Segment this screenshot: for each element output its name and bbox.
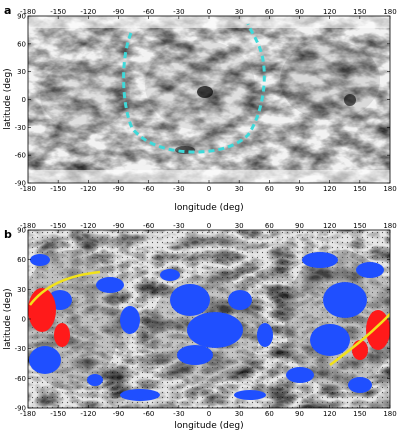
x-tick-label-top: 30	[235, 222, 244, 230]
x-tick-label-bottom: -90	[113, 410, 124, 418]
x-tick-label-bottom: -60	[143, 185, 154, 193]
y-tick-label: -30	[15, 345, 26, 353]
x-tick-label-top: 90	[295, 8, 304, 16]
x-tick-label-bottom: 60	[265, 410, 274, 418]
y-tick-label: 30	[17, 286, 26, 294]
x-tick-label-top: 60	[265, 8, 274, 16]
basin-outline	[122, 23, 266, 154]
x-tick-label-bottom: -90	[113, 185, 124, 193]
panel-a-map	[28, 16, 390, 183]
x-tick-label-bottom: 90	[295, 410, 304, 418]
y-tick-label: 90	[17, 13, 26, 21]
panel-b-label: b	[4, 228, 12, 241]
x-tick-label-bottom: 60	[265, 185, 274, 193]
x-tick-label-top: 180	[383, 222, 396, 230]
x-tick-label-top: 120	[323, 222, 336, 230]
y-tick-label: 0	[22, 96, 26, 104]
x-tick-label-top: -30	[173, 8, 184, 16]
x-tick-label-top: -150	[50, 222, 66, 230]
x-tick-label-top: -120	[80, 222, 96, 230]
x-tick-label-bottom: 120	[323, 410, 336, 418]
x-tick-label-bottom: -60	[143, 410, 154, 418]
x-tick-label-top: 150	[353, 222, 366, 230]
x-tick-label-top: -180	[20, 222, 36, 230]
x-tick-label-bottom: 180	[383, 410, 396, 418]
y-tick-label: 60	[17, 40, 26, 48]
x-tick-label-top: -60	[143, 222, 154, 230]
y-tick-label: -30	[15, 124, 26, 132]
blue-point-cloud	[29, 252, 384, 401]
x-tick-label-top: -60	[143, 8, 154, 16]
x-tick-label-top: -30	[173, 222, 184, 230]
panel-b-ylabel: latitude (deg)	[3, 288, 13, 349]
panel-b-xlabel: longitude (deg)	[174, 421, 243, 431]
x-tick-label-top: -90	[113, 8, 124, 16]
panel-b-axes: -180 -180 -150 -150 -120 -120 -90 -90 -60 -60 -30 -…	[15, 222, 397, 418]
x-tick-label-bottom: -150	[50, 410, 66, 418]
x-tick-label-bottom: 30	[235, 410, 244, 418]
y-tick-label: 60	[17, 256, 26, 264]
y-tick-label: -60	[15, 375, 26, 383]
x-tick-label-bottom: 150	[353, 410, 366, 418]
x-tick-label-bottom: -120	[80, 410, 96, 418]
y-tick-label: -90	[15, 180, 26, 188]
x-tick-label-top: 120	[323, 8, 336, 16]
y-tick-label: -90	[15, 405, 26, 413]
x-tick-label-top: -180	[20, 8, 36, 16]
x-tick-label-top: 150	[353, 8, 366, 16]
y-tick-label: -60	[15, 152, 26, 160]
x-tick-label-top: -90	[113, 222, 124, 230]
x-tick-label-bottom: 30	[235, 185, 244, 193]
yellow-arc-east	[329, 312, 390, 366]
x-tick-label-bottom: -120	[80, 185, 96, 193]
x-tick-label-bottom: 90	[295, 185, 304, 193]
panel-a-xlabel: longitude (deg)	[174, 203, 243, 213]
x-tick-label-bottom: -30	[173, 185, 184, 193]
panel-a-label: a	[4, 4, 11, 17]
panel-a-ylabel: latitude (deg)	[3, 68, 13, 129]
x-tick-label-bottom: -150	[50, 185, 66, 193]
x-tick-label-bottom: 120	[323, 185, 336, 193]
x-tick-label-bottom: 0	[207, 410, 211, 418]
x-tick-label-top: 0	[207, 8, 211, 16]
y-tick-label: 90	[17, 227, 26, 235]
x-tick-label-top: -150	[50, 8, 66, 16]
y-tick-label: 0	[22, 316, 26, 324]
yellow-arc-west	[29, 270, 101, 306]
x-tick-label-bottom: -180	[20, 410, 36, 418]
y-tick-label: 30	[17, 68, 26, 76]
x-tick-label-top: 30	[235, 8, 244, 16]
x-tick-label-top: 0	[207, 222, 211, 230]
x-tick-label-bottom: 180	[383, 185, 396, 193]
panel-a-axes: -180 -180 -150 -150 -120 -120 -90 -90 -60 -60 -30 -…	[15, 8, 397, 193]
x-tick-label-top: 60	[265, 222, 274, 230]
x-tick-label-bottom: 0	[207, 185, 211, 193]
x-tick-label-top: 90	[295, 222, 304, 230]
x-tick-label-bottom: -180	[20, 185, 36, 193]
panel-a: a -180 -180 -150 -150 -120 -120 -90 -90 -60 -60 -3…	[3, 4, 397, 213]
x-tick-label-bottom: -30	[173, 410, 184, 418]
x-tick-label-top: -120	[80, 8, 96, 16]
x-tick-label-bottom: 150	[353, 185, 366, 193]
panel-b-map	[28, 230, 390, 408]
panel-b: b	[3, 222, 397, 431]
x-tick-label-top: 180	[383, 8, 396, 16]
